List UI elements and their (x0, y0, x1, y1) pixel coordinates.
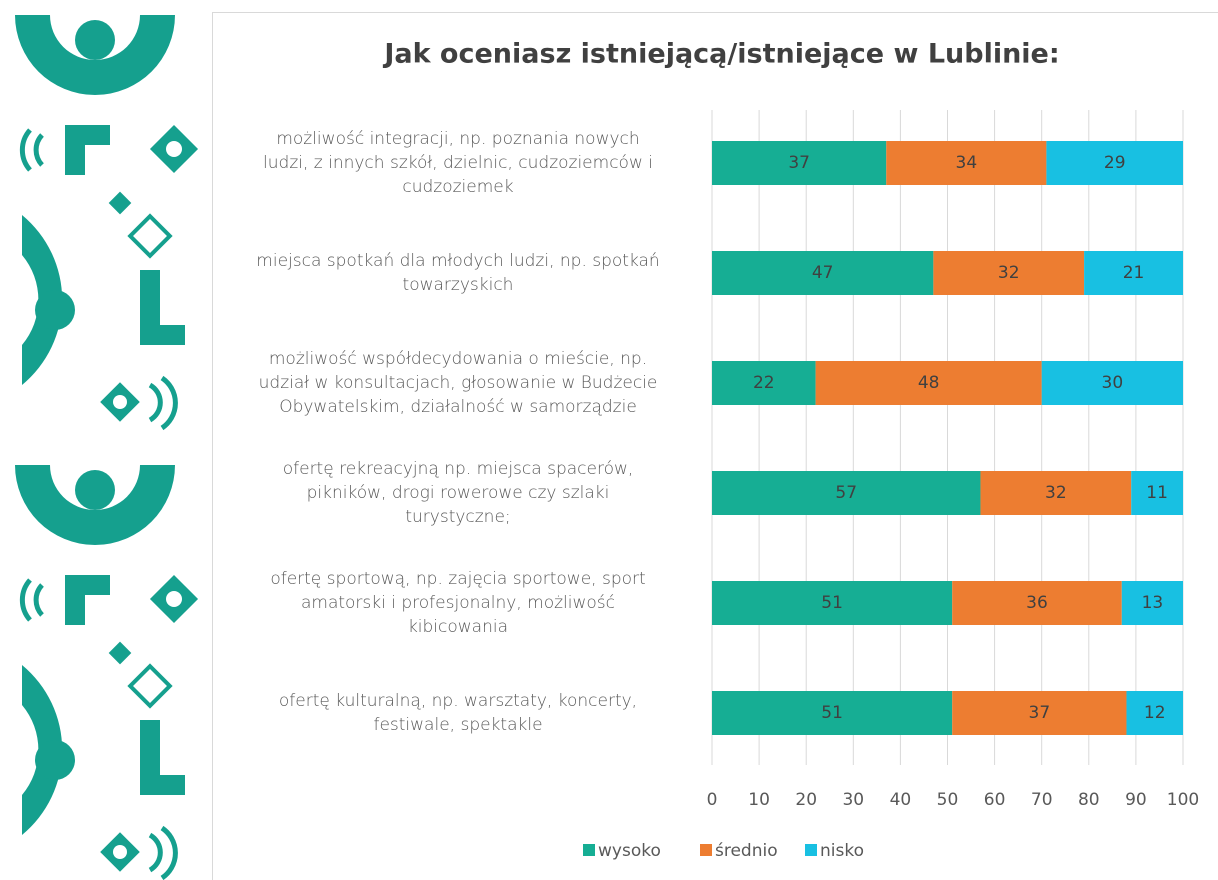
data-label: 32 (998, 263, 1020, 283)
bar-segment (712, 691, 953, 735)
decoration (15, 15, 199, 880)
bar-segment (712, 251, 934, 295)
bar-segment (712, 471, 981, 515)
x-tick-label: 20 (795, 790, 817, 810)
data-label: 51 (821, 593, 843, 613)
data-label: 22 (753, 373, 775, 393)
category-label: możliwość integracji, np. poznania nowyc… (263, 129, 653, 197)
legend-swatch (805, 844, 817, 856)
bar-segment (886, 141, 1047, 185)
category-label: ofertę sportową, np. zajęcia sportowe, s… (270, 569, 646, 637)
category-label: możliwość współdecydowania o mieście, np… (258, 349, 658, 417)
x-tick-label: 70 (1031, 790, 1053, 810)
data-label: 48 (918, 373, 940, 393)
data-label: 11 (1146, 483, 1168, 503)
data-label: 13 (1142, 593, 1164, 613)
data-label: 21 (1123, 263, 1145, 283)
x-tick-label: 50 (937, 790, 959, 810)
bar-segment (712, 361, 816, 405)
category-label: miejsca spotkań dla młodych ludzi, np. s… (256, 251, 660, 295)
bar-segment (1131, 471, 1183, 515)
legend-swatch (700, 844, 712, 856)
chart-frame (212, 12, 1218, 880)
data-label: 36 (1026, 593, 1048, 613)
data-label: 51 (821, 703, 843, 723)
data-label: 57 (835, 483, 857, 503)
bar-segment (1084, 251, 1183, 295)
bar-segment (1121, 581, 1183, 625)
bar-segment (1041, 361, 1183, 405)
bar-segment (1046, 141, 1183, 185)
bar-segment (952, 691, 1127, 735)
data-label: 12 (1144, 703, 1166, 723)
bar-segment (980, 471, 1132, 515)
x-tick-label: 10 (748, 790, 770, 810)
category-label: ofertę rekreacyjną np. miejsca spacerów,… (282, 459, 634, 527)
data-label: 29 (1104, 153, 1126, 173)
bar-segment (712, 141, 887, 185)
data-label: 30 (1102, 373, 1124, 393)
x-tick-label: 40 (890, 790, 912, 810)
legend-label: średnio (715, 841, 778, 861)
bar-segment (815, 361, 1042, 405)
legend-swatch (583, 844, 595, 856)
bar-segment (952, 581, 1122, 625)
bar-segment (933, 251, 1085, 295)
x-tick-label: 0 (707, 790, 718, 810)
category-label: ofertę kulturalną, np. warsztaty, koncer… (278, 691, 638, 735)
x-tick-label: 60 (984, 790, 1006, 810)
bar-segment (712, 581, 953, 625)
data-label: 37 (788, 153, 810, 173)
bar-segment (1126, 691, 1183, 735)
x-tick-label: 30 (842, 790, 864, 810)
data-label: 37 (1029, 703, 1051, 723)
x-tick-label: 90 (1125, 790, 1147, 810)
pattern (15, 15, 199, 431)
legend-label: nisko (820, 841, 864, 861)
legend-label: wysoko (598, 841, 661, 861)
pattern (15, 465, 199, 880)
data-label: 47 (812, 263, 834, 283)
chart-title: Jak oceniasz istniejącą/istniejące w Lub… (382, 39, 1059, 70)
data-label: 32 (1045, 483, 1067, 503)
x-tick-label: 80 (1078, 790, 1100, 810)
x-tick-label: 100 (1167, 790, 1199, 810)
data-label: 34 (956, 153, 978, 173)
